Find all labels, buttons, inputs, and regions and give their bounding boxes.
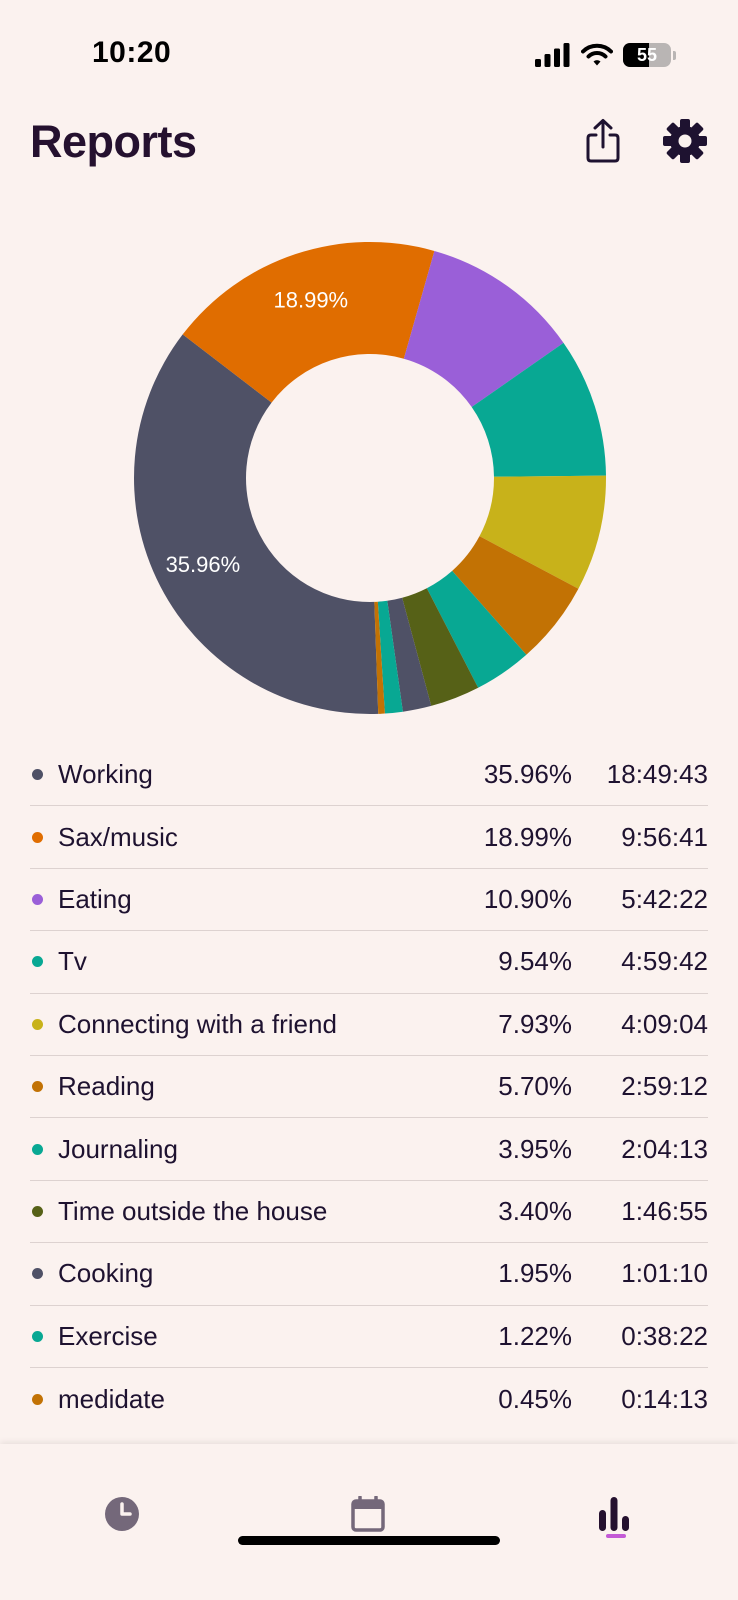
legend-duration: 1:01:10 — [621, 1258, 708, 1289]
calendar-icon — [351, 1496, 385, 1532]
legend-label: Working — [58, 759, 153, 790]
donut-chart-svg: 35.96% 18.99% — [133, 242, 606, 714]
legend-duration: 9:56:41 — [621, 821, 708, 852]
legend-percent: 5.70% — [498, 1071, 572, 1102]
legend-row: Reading 5.70% 2:59:12 — [30, 1056, 708, 1119]
donut-slice-connecting-with-a-friend — [479, 475, 606, 589]
legend-label: medidate — [58, 1383, 165, 1414]
tab-calendar[interactable] — [338, 1484, 398, 1544]
status-icons: 55 — [535, 40, 676, 70]
donut-slice-eating — [403, 250, 564, 408]
legend-duration: 2:59:12 — [621, 1071, 708, 1102]
donut-slice-time-outside-the-house — [402, 588, 479, 706]
legend-row: medidate 0.45% 0:14:13 — [30, 1368, 708, 1430]
legend-duration: 0:38:22 — [621, 1320, 708, 1351]
status-bar: 10:20 55 — [0, 0, 738, 96]
donut-slice-working — [133, 334, 379, 714]
legend-percent: 10.90% — [483, 883, 572, 914]
cellular-signal-icon — [535, 43, 570, 67]
legend-row: Exercise 1.22% 0:38:22 — [30, 1306, 708, 1368]
battery-icon: 55 — [623, 43, 671, 67]
legend-row: Working 35.96% 18:49:43 — [30, 744, 708, 807]
donut-slice-journaling — [426, 570, 527, 688]
status-time: 10:20 — [92, 36, 172, 69]
tab-reports[interactable] — [584, 1484, 644, 1544]
tab-bar — [0, 1444, 738, 1600]
bar-chart-icon — [599, 1497, 629, 1531]
legend-row: Time outside the house 3.40% 1:46:55 — [30, 1181, 708, 1244]
legend-duration: 18:49:43 — [606, 759, 708, 790]
donut-slice-tv — [471, 342, 606, 477]
active-tab-indicator — [606, 1534, 626, 1538]
legend-color-dot — [32, 893, 43, 905]
legend-label: Exercise — [58, 1320, 158, 1351]
legend-duration: 4:59:42 — [621, 946, 708, 977]
legend-percent: 3.95% — [498, 1133, 572, 1164]
legend-label: Cooking — [58, 1258, 154, 1289]
legend-duration: 4:09:04 — [621, 1008, 708, 1039]
home-indicator — [238, 1536, 500, 1545]
donut-data-label: 18.99% — [274, 288, 349, 313]
legend-color-dot — [32, 1268, 43, 1280]
legend-row: Sax/music 18.99% 9:56:41 — [30, 806, 708, 869]
legend-color-dot — [32, 1205, 43, 1217]
share-button[interactable] — [578, 116, 628, 166]
legend-color-dot — [32, 956, 43, 968]
legend-percent: 3.40% — [498, 1195, 572, 1226]
legend-label: Reading — [58, 1071, 155, 1102]
battery-level: 55 — [636, 45, 658, 65]
legend-duration: 1:46:55 — [621, 1195, 708, 1226]
legend-percent: 35.96% — [483, 759, 572, 790]
share-icon — [586, 119, 620, 163]
legend-row: Cooking 1.95% 1:01:10 — [30, 1243, 708, 1306]
page-title: Reports — [30, 116, 197, 167]
legend-color-dot — [32, 1018, 43, 1030]
clock-icon — [105, 1497, 139, 1531]
legend-list: Working 35.96% 18:49:43 Sax/music 18.99% 9:56… — [30, 744, 708, 1430]
legend-duration: 2:04:13 — [621, 1133, 708, 1164]
donut-data-label: 35.96% — [166, 552, 241, 577]
legend-percent: 1.22% — [498, 1320, 572, 1351]
legend-duration: 5:42:22 — [621, 883, 708, 914]
legend-color-dot — [32, 769, 43, 781]
donut-slice-medidate — [374, 601, 385, 714]
donut-slice-cooking — [387, 597, 432, 712]
legend-color-dot — [32, 1393, 43, 1405]
donut-slice-exercise — [377, 600, 403, 714]
legend-color-dot — [32, 1081, 43, 1093]
legend-label: Time outside the house — [58, 1195, 328, 1226]
tab-timer[interactable] — [92, 1484, 152, 1544]
battery-cap — [673, 50, 676, 60]
legend-percent: 18.99% — [483, 821, 572, 852]
settings-button[interactable] — [660, 116, 710, 166]
legend-row: Tv 9.54% 4:59:42 — [30, 931, 708, 994]
legend-color-dot — [32, 831, 43, 843]
legend-percent: 7.93% — [498, 1008, 572, 1039]
legend-row: Connecting with a friend 7.93% 4:09:04 — [30, 994, 708, 1056]
legend-label: Journaling — [58, 1133, 178, 1164]
legend-percent: 9.54% — [498, 946, 572, 977]
gear-icon — [663, 119, 707, 163]
legend-duration: 0:14:13 — [621, 1383, 708, 1414]
legend-label: Eating — [58, 883, 132, 914]
legend-color-dot — [32, 1143, 43, 1155]
legend-percent: 1.95% — [498, 1258, 572, 1289]
donut-chart: 35.96% 18.99% — [128, 236, 612, 720]
legend-label: Sax/music — [58, 821, 178, 852]
legend-percent: 0.45% — [498, 1383, 572, 1414]
wifi-icon — [581, 43, 613, 66]
donut-slice-sax-music — [182, 242, 435, 403]
legend-color-dot — [32, 1330, 43, 1342]
legend-row: Eating 10.90% 5:42:22 — [30, 869, 708, 932]
legend-label: Connecting with a friend — [58, 1008, 337, 1039]
legend-label: Tv — [58, 946, 87, 977]
donut-slice-reading — [452, 536, 579, 655]
legend-row: Journaling 3.95% 2:04:13 — [30, 1118, 708, 1181]
